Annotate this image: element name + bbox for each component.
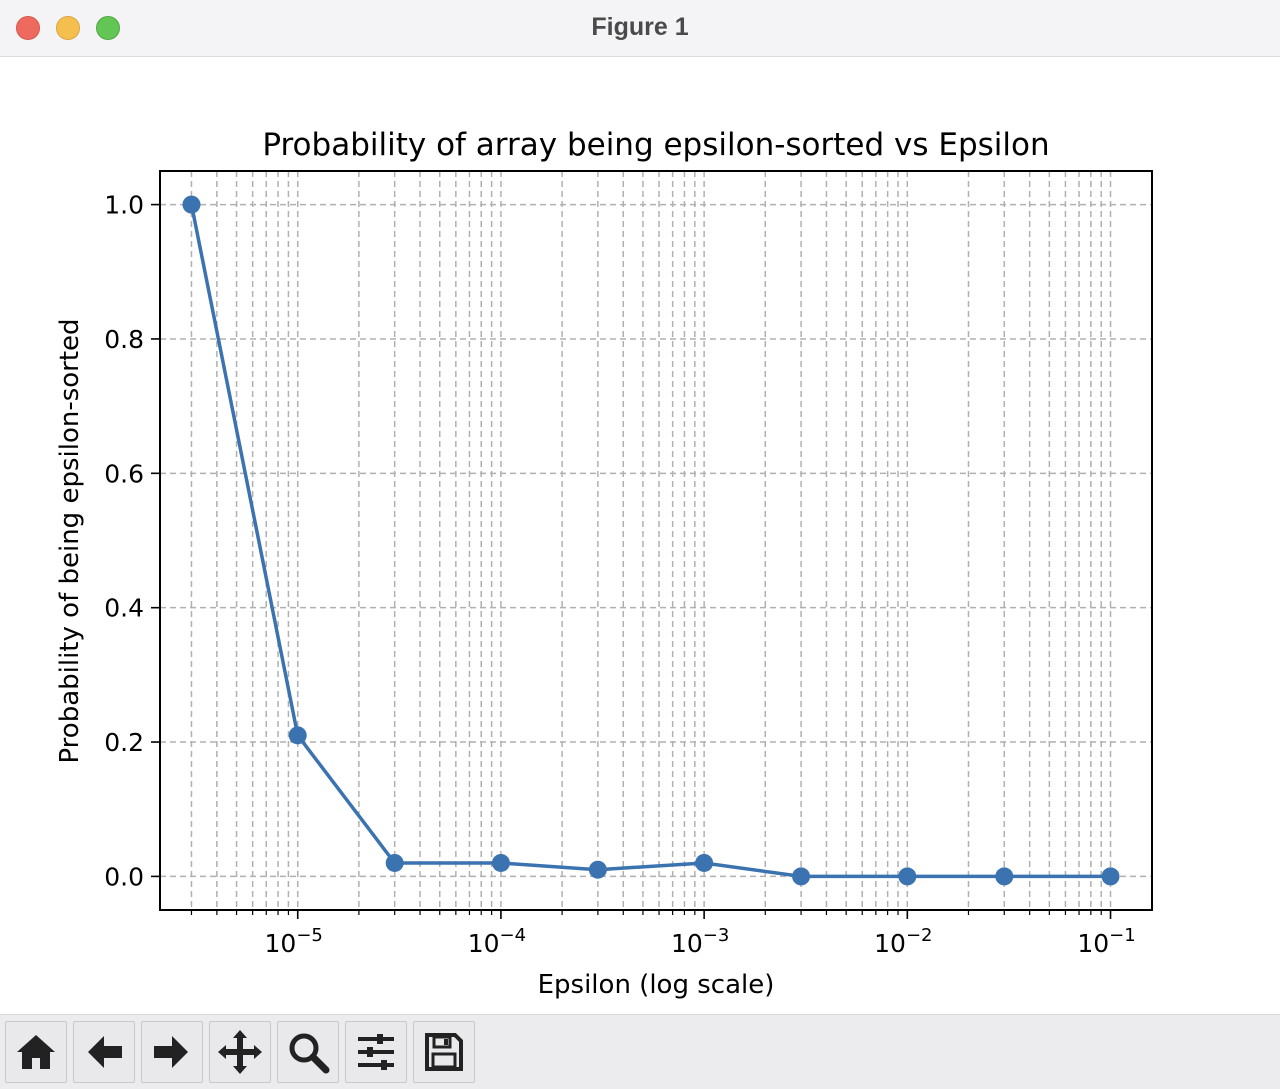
x-tick-label: 10−1: [1077, 925, 1135, 958]
home-icon: [17, 1035, 55, 1069]
data-point: [182, 195, 201, 214]
configure-subplots-icon: [358, 1034, 394, 1070]
data-point: [898, 867, 917, 886]
pan-button[interactable]: [209, 1021, 271, 1083]
data-point: [792, 867, 811, 886]
pan-icon: [218, 1030, 262, 1074]
line-chart: 0.0 0.2 0.4 0.6 0.8 1.0 10−5 10−4 10−3 10−2 10−1 P…: [55, 127, 1153, 1000]
y-tick-label: 0.4: [104, 594, 144, 623]
minimize-window-button[interactable]: [56, 16, 80, 40]
window-titlebar: Figure 1: [0, 0, 1280, 57]
window-title: Figure 1: [591, 13, 689, 41]
data-point: [1101, 867, 1120, 886]
zoom-icon: [289, 1033, 330, 1074]
x-tick-label: 10−3: [671, 925, 729, 958]
maximize-window-button[interactable]: [96, 16, 120, 40]
forward-button[interactable]: [141, 1021, 203, 1083]
y-tick-label: 1.0: [104, 191, 144, 220]
grid: [160, 171, 1152, 910]
save-icon: [425, 1033, 463, 1071]
y-tick-label: 0.8: [104, 325, 144, 354]
home-button[interactable]: [5, 1021, 67, 1083]
series-line: [189, 204, 1111, 879]
y-axis-label: Probability of being epsilon-sorted: [55, 318, 85, 763]
chart-title: Probability of array being epsilon-sorte…: [262, 127, 1049, 163]
save-button[interactable]: [413, 1021, 475, 1083]
configure-subplots-button[interactable]: [345, 1021, 407, 1083]
figure-canvas: 0.0 0.2 0.4 0.6 0.8 1.0 10−5 10−4 10−3 10−2 10−1 P…: [0, 57, 1280, 1014]
data-point: [288, 726, 307, 745]
data-point: [995, 867, 1014, 886]
x-tick-label: 10−5: [265, 925, 323, 958]
y-tick-label: 0.0: [104, 862, 144, 891]
back-arrow-icon: [88, 1036, 122, 1068]
y-tick-label: 0.2: [104, 728, 144, 757]
close-window-button[interactable]: [16, 16, 40, 40]
data-point: [695, 853, 714, 872]
back-button[interactable]: [73, 1021, 135, 1083]
data-point: [491, 853, 510, 872]
y-tick-label: 0.6: [104, 459, 144, 488]
navigation-toolbar: [0, 1014, 1280, 1089]
axis-ticks: 0.0 0.2 0.4 0.6 0.8 1.0 10−5 10−4 10−3 10−2 10−1: [104, 191, 1135, 958]
series: [182, 195, 1120, 886]
data-point: [385, 853, 404, 872]
zoom-button[interactable]: [277, 1021, 339, 1083]
x-axis-label: Epsilon (log scale): [538, 970, 775, 1000]
forward-arrow-icon: [154, 1036, 188, 1068]
x-tick-label: 10−4: [468, 925, 526, 958]
x-tick-label: 10−2: [874, 925, 932, 958]
data-point: [588, 860, 607, 879]
plot-frame: [159, 170, 1153, 911]
